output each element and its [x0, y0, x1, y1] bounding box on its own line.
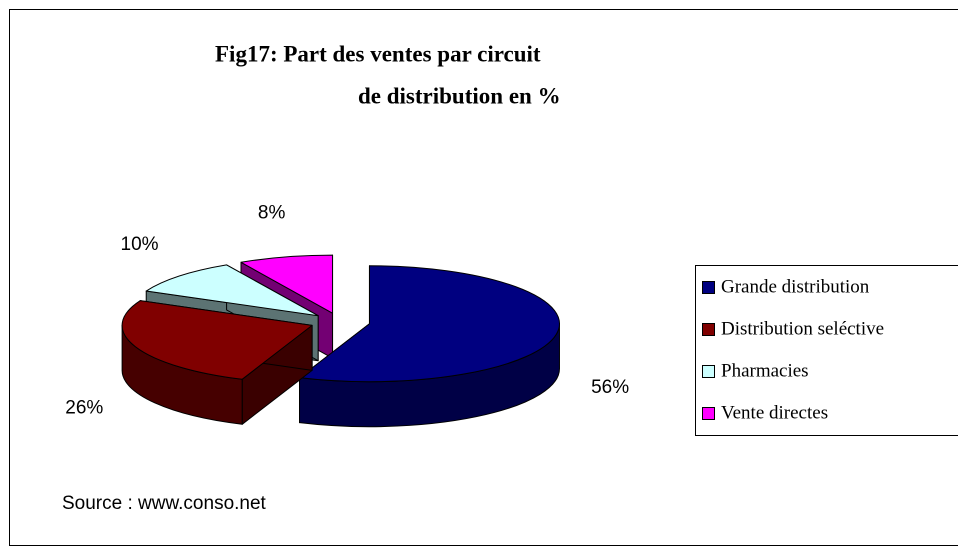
data-label: 8% [258, 202, 286, 223]
slice [240, 254, 334, 314]
legend-swatch [702, 281, 715, 294]
legend-label: Vente directes [721, 402, 828, 423]
legend-swatch [702, 323, 715, 336]
slice [299, 265, 560, 383]
legend-swatch [702, 365, 715, 378]
chart-title: Fig17: Part des ventes par circuit [215, 41, 541, 66]
slice [145, 264, 319, 317]
legend-swatch [702, 407, 715, 420]
data-label: 10% [121, 234, 159, 255]
data-label: 56% [591, 377, 629, 398]
legend-label: Grande distribution [721, 276, 870, 297]
legend-label: Distribution seléctive [721, 318, 884, 339]
annotation: Source : www.conso.net [62, 493, 267, 514]
legend-box [695, 265, 958, 436]
chart-title: de distribution en % [358, 83, 561, 108]
legend-label: Pharmacies [721, 360, 809, 381]
slice [121, 300, 313, 380]
data-label: 26% [65, 397, 103, 418]
